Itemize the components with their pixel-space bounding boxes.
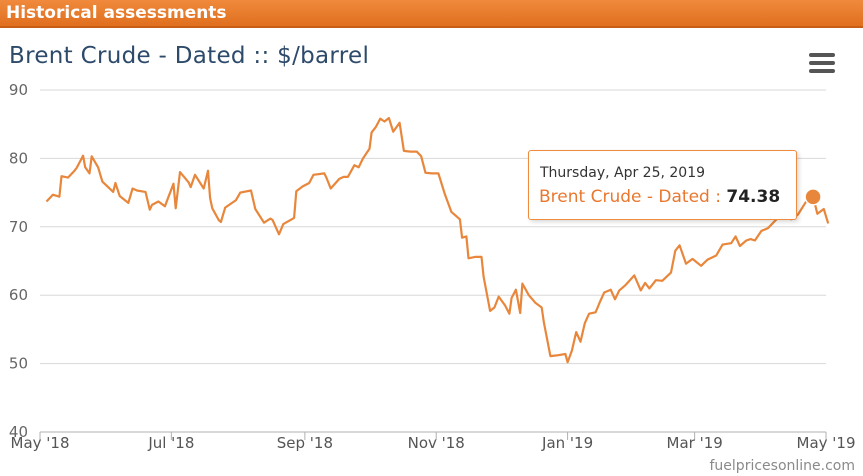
chart-title: Brent Crude - Dated :: $/barrel bbox=[9, 43, 370, 69]
y-tick-label: 70 bbox=[9, 218, 28, 236]
x-tick-label: Nov '18 bbox=[408, 434, 465, 452]
tooltip-date: Thursday, Apr 25, 2019 bbox=[540, 165, 706, 181]
x-tick-label: Mar '19 bbox=[667, 434, 723, 452]
x-tick-label: Jan '19 bbox=[541, 434, 593, 452]
x-axis-ticks: May '18 Jul '18 Sep '18 Nov '18 Jan '19 Mar '… bbox=[11, 432, 856, 452]
highlight-point[interactable] bbox=[804, 188, 822, 206]
y-axis-ticks: 40 50 60 70 80 90 bbox=[9, 81, 28, 441]
menu-bar-top bbox=[809, 53, 835, 57]
y-tick-label: 50 bbox=[9, 355, 28, 373]
header-bar: Historical assessments bbox=[0, 0, 863, 28]
tooltip: Thursday, Apr 25, 2019 Brent Crude - Dat… bbox=[528, 150, 797, 220]
y-tick-label: 40 bbox=[9, 423, 28, 441]
x-tick-label: May '18 bbox=[11, 434, 70, 452]
tooltip-separator: : bbox=[715, 187, 721, 207]
x-tick-label: Jul '18 bbox=[147, 434, 194, 452]
x-tick-label: May '19 bbox=[797, 434, 856, 452]
y-tick-label: 80 bbox=[9, 149, 28, 167]
watermark: fuelpricesonline.com bbox=[709, 458, 856, 474]
tooltip-value: 74.38 bbox=[726, 187, 781, 207]
hamburger-menu-icon[interactable] bbox=[805, 50, 839, 76]
menu-bar-bottom bbox=[809, 69, 835, 73]
grid-lines bbox=[40, 89, 826, 433]
x-tick-label: Sep '18 bbox=[277, 434, 333, 452]
y-tick-label: 90 bbox=[9, 81, 28, 99]
header-title: Historical assessments bbox=[6, 3, 227, 23]
y-tick-label: 60 bbox=[9, 286, 28, 304]
tooltip-series-name: Brent Crude - Dated bbox=[539, 187, 710, 207]
brent-crude-series-line[interactable] bbox=[45, 116, 830, 364]
menu-bar-middle bbox=[809, 61, 835, 65]
